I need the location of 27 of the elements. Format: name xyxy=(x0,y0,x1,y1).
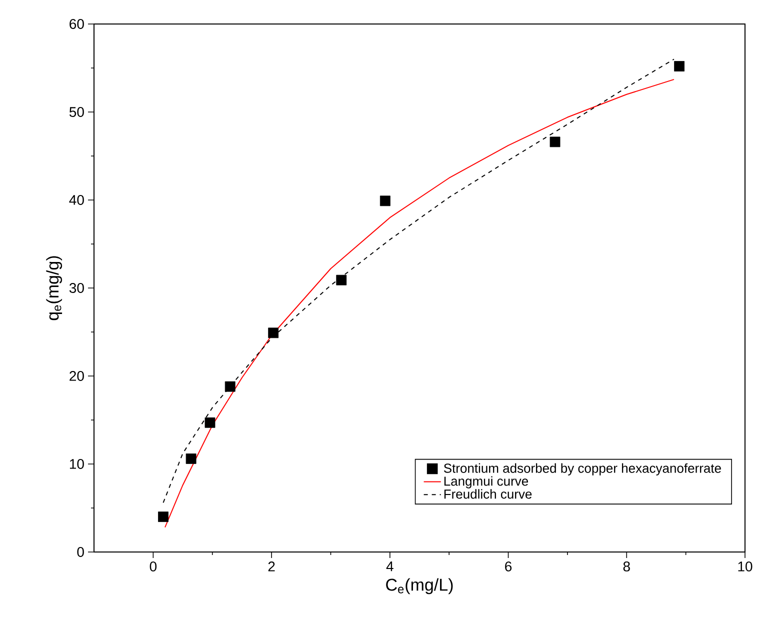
y-tick-label: 50 xyxy=(69,107,84,117)
x-tick-label: 8 xyxy=(623,562,630,572)
y-axis-title: q$_{e}$(mg/g) xyxy=(46,256,62,320)
y-tick-label: 0 xyxy=(77,547,84,557)
x-tick-label: 6 xyxy=(505,562,512,572)
point xyxy=(550,136,560,148)
x-tick-label: 0 xyxy=(150,562,157,572)
y-tick-label: 20 xyxy=(70,371,84,381)
point xyxy=(204,417,216,428)
point xyxy=(674,61,685,72)
point xyxy=(268,328,279,338)
y-tick-label: 10 xyxy=(70,459,84,469)
point xyxy=(158,512,168,522)
point xyxy=(380,196,390,206)
point xyxy=(186,454,196,464)
y-tick-label: 60 xyxy=(70,19,84,29)
x-tick-label: 2 xyxy=(268,562,275,572)
point xyxy=(336,274,347,286)
legend-label: Langmui curve xyxy=(444,476,528,488)
y-tick-label: 30 xyxy=(69,283,84,293)
y-tick-label: 40 xyxy=(69,195,84,205)
x-tick-label: 4 xyxy=(386,562,394,572)
legend-label: Freudlich curve xyxy=(444,489,532,499)
point xyxy=(224,381,236,392)
x-axis-title: C$_{e}$(mg/L) xyxy=(386,578,453,594)
legend-label: Strontium adsorbed by copper hexacyanoferrate xyxy=(444,463,721,476)
x-tick-label: 10 xyxy=(738,562,752,572)
